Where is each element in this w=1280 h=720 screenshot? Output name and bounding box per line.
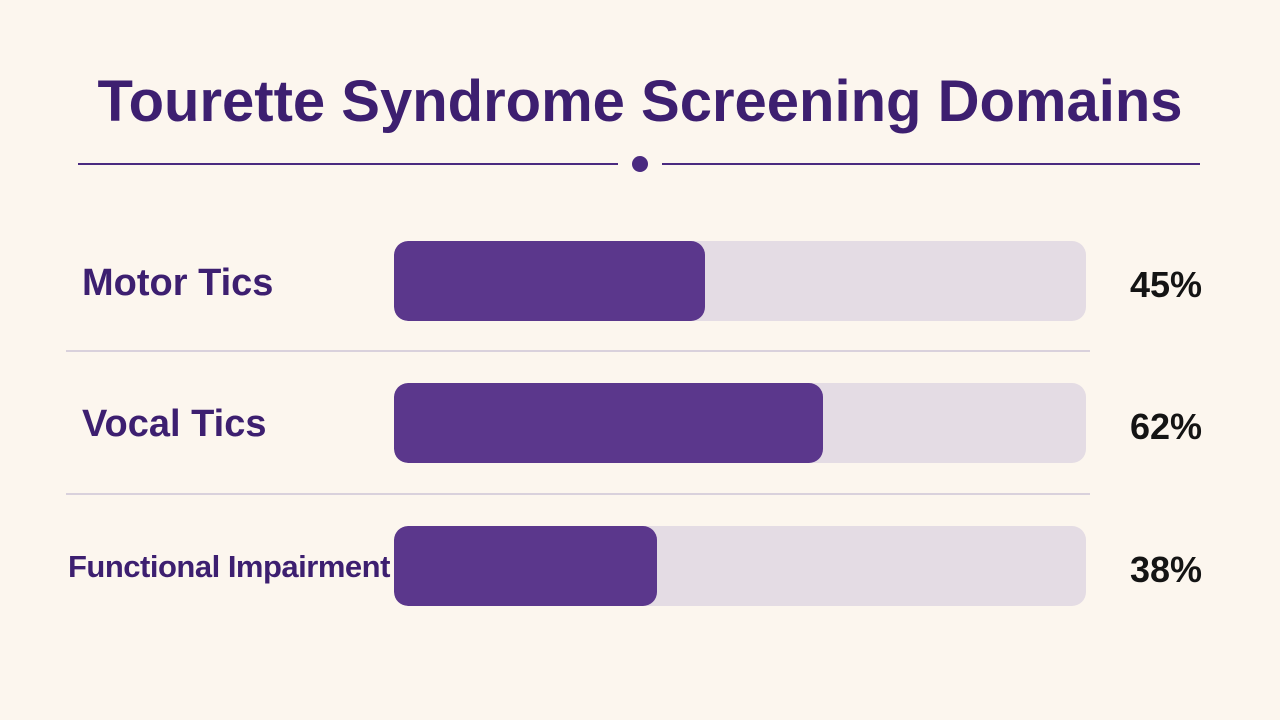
value-label-vocal-tics: 62%: [1129, 406, 1202, 447]
bar-track-vocal-tics: [394, 383, 1086, 463]
value-label-motor-tics: 45%: [1129, 264, 1202, 305]
bar-track-motor-tics: [394, 241, 1086, 321]
title-divider-left: [78, 163, 618, 165]
bar-motor-tics: [394, 241, 705, 321]
chart-title: Tourette Syndrome Screening Domains: [97, 69, 1183, 134]
bar-track-functional-impairment: [394, 526, 1086, 606]
category-label-functional-impairment: Functional Impairment: [68, 549, 390, 584]
bar-vocal-tics: [394, 383, 823, 463]
row-separator: [66, 493, 1090, 495]
row-separator: [66, 350, 1090, 352]
value-label-functional-impairment: 38%: [1129, 549, 1202, 590]
title-divider-right: [662, 163, 1200, 165]
title-divider-dot: [632, 156, 648, 172]
category-label-vocal-tics: Vocal Tics: [82, 403, 267, 445]
bar-functional-impairment: [394, 526, 657, 606]
category-label-motor-tics: Motor Tics: [82, 262, 274, 304]
